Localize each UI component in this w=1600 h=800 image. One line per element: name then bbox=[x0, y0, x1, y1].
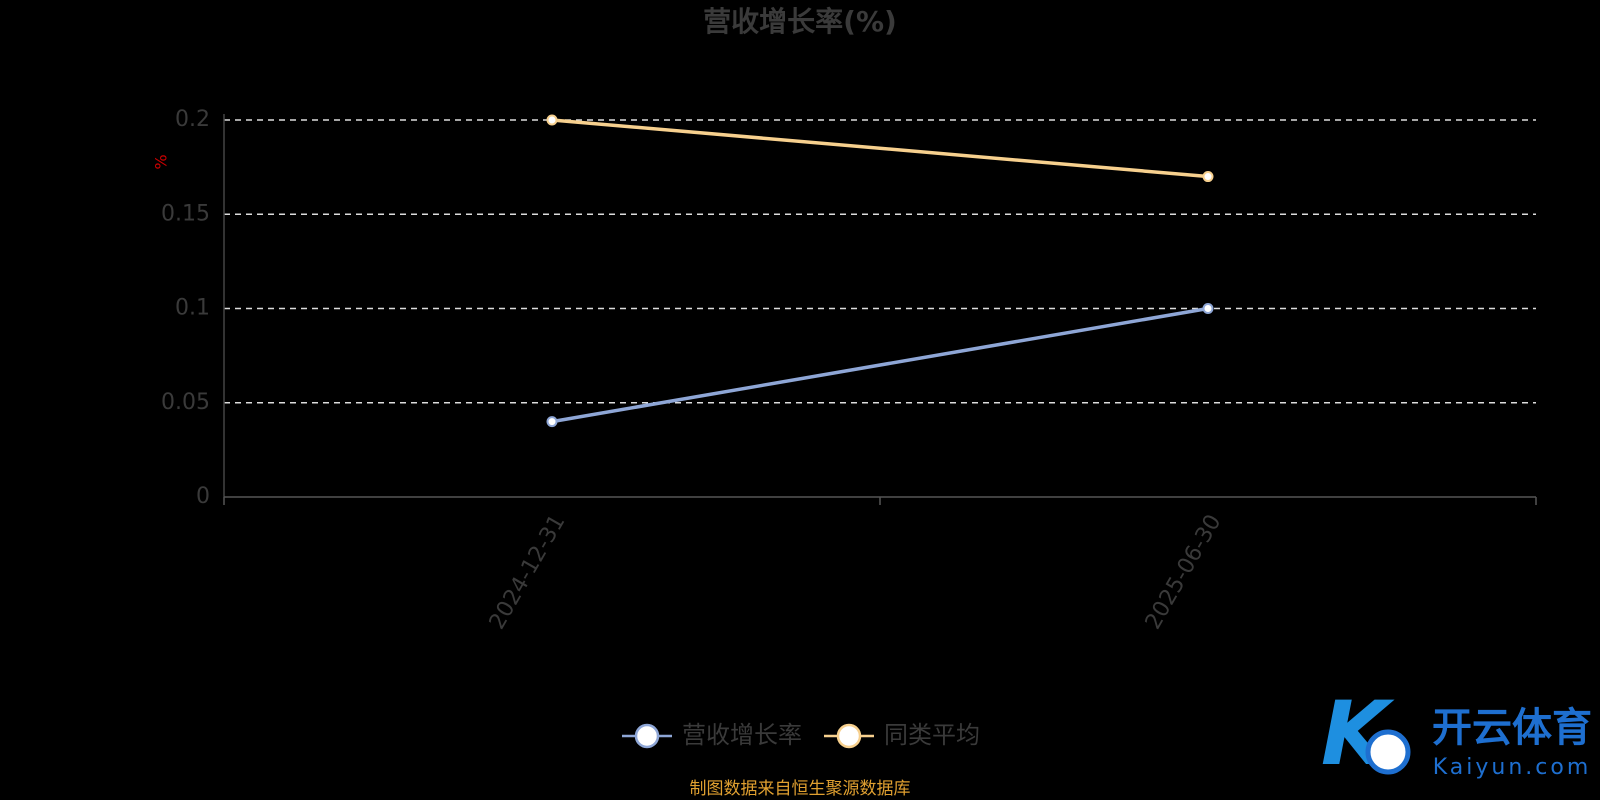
legend-marker bbox=[634, 723, 660, 749]
y-tick-label: 0.1 bbox=[175, 296, 210, 321]
y-axis-label: % bbox=[152, 154, 171, 169]
legend-label: 同类平均 bbox=[884, 721, 980, 749]
data-point bbox=[546, 114, 558, 126]
y-tick-label: 0.15 bbox=[161, 201, 210, 226]
y-tick-label: 0.2 bbox=[175, 107, 210, 132]
y-tick-label: 0 bbox=[196, 484, 210, 509]
series-line bbox=[551, 118, 1209, 179]
watermark: K 开云体育 Kaiyun.com bbox=[1321, 682, 1592, 785]
watermark-brand: 开云体育 bbox=[1432, 705, 1592, 751]
series-line bbox=[551, 306, 1209, 424]
data-point bbox=[546, 416, 558, 428]
watermark-url: Kaiyun.com bbox=[1433, 755, 1592, 780]
data-point bbox=[1202, 171, 1214, 183]
y-tick-label: 0.05 bbox=[161, 390, 210, 415]
data-point bbox=[1202, 303, 1214, 314]
legend-marker bbox=[836, 723, 862, 749]
watermark-ball bbox=[1365, 729, 1411, 775]
legend-label: 营收增长率 bbox=[682, 721, 802, 749]
chart-title: 营收增长率(%) bbox=[703, 5, 897, 38]
source-note: 制图数据来自恒生聚源数据库 bbox=[690, 779, 911, 799]
